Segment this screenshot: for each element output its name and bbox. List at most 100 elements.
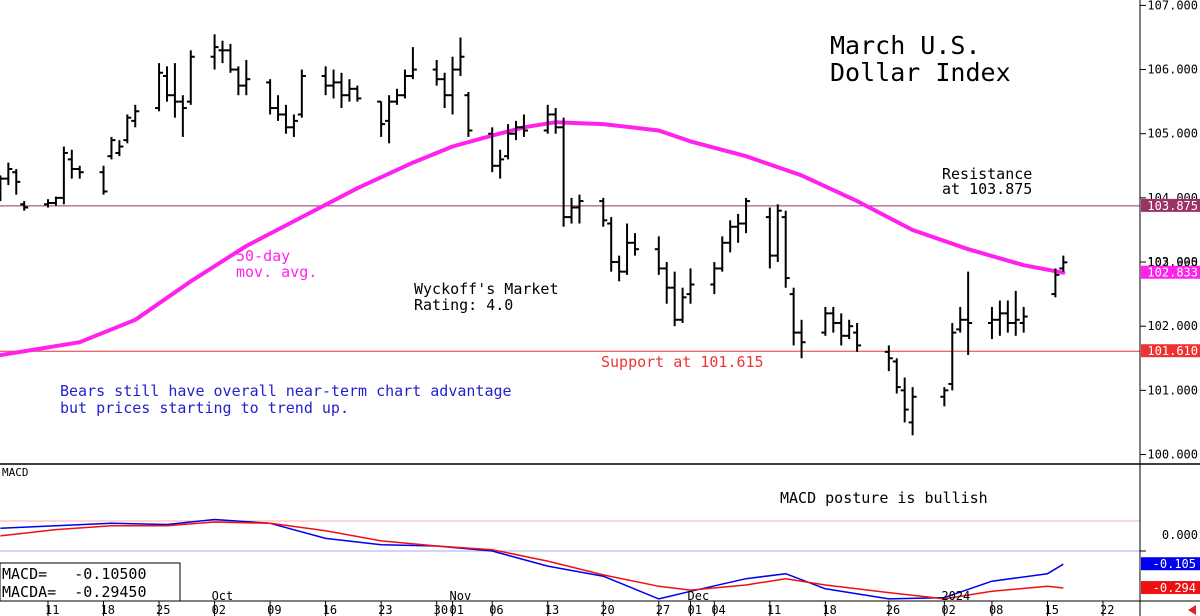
price-bar: [615, 255, 624, 282]
price-bar: [623, 223, 632, 275]
x-tick-label: 04: [711, 603, 725, 616]
x-tick-label: 22: [1100, 603, 1114, 616]
price-bar: [44, 199, 52, 208]
price-bar: [654, 236, 663, 275]
price-bar: [488, 127, 497, 173]
price-bar: [630, 233, 639, 256]
price-bar: [543, 104, 552, 134]
price-bar: [718, 236, 727, 272]
price-bar: [884, 345, 893, 372]
price-bar: [726, 220, 735, 253]
price-bar: [789, 287, 798, 346]
price-bar: [242, 59, 251, 96]
macd-value-tag: [1141, 581, 1200, 595]
price-bar: [940, 387, 949, 407]
price-bar: [400, 69, 409, 99]
reference-tag-label: 101.610: [1147, 344, 1198, 358]
price-bar: [345, 79, 354, 102]
x-tick-label: 08: [989, 603, 1003, 616]
price-bar: [170, 63, 179, 118]
price-bar: [686, 268, 695, 304]
price-bar: [440, 72, 449, 109]
reference-lines: [0, 205, 1140, 352]
scroll-right-arrow-icon[interactable]: [1188, 605, 1196, 615]
x-tick-label: 20: [600, 603, 614, 616]
price-bar: [504, 124, 513, 160]
price-bar: [115, 140, 124, 157]
price-bar: [0, 175, 5, 202]
price-bar: [551, 108, 560, 134]
price-bar: [773, 204, 782, 263]
price-bar: [393, 88, 402, 105]
price-bar: [123, 114, 132, 144]
price-bar: [178, 95, 187, 137]
price-bar: [4, 162, 13, 186]
price-bar: [1019, 306, 1028, 333]
price-bar: [670, 271, 679, 327]
price-bar: [781, 210, 790, 288]
price-bar: [162, 66, 171, 102]
moving-average-label-line-1: 50-day: [236, 247, 290, 265]
y-tick-label: 101.000: [1147, 383, 1198, 397]
price-bar: [519, 114, 528, 137]
y-tick-label: 105.000: [1147, 127, 1198, 141]
price-bar: [12, 169, 21, 195]
price-bar: [385, 95, 394, 144]
month-label: 2024: [941, 589, 970, 603]
macd-value-label: -0.294: [1153, 581, 1196, 595]
price-bar: [956, 306, 965, 333]
price-bar: [107, 136, 116, 160]
price-bar: [289, 114, 298, 137]
price-bar: [75, 165, 84, 179]
macd-panel-title: MACD: [2, 466, 29, 479]
x-tick-label: 15: [1044, 603, 1058, 616]
price-bar: [948, 322, 957, 391]
y-tick-label: 106.000: [1147, 63, 1198, 77]
macd-annotation: MACD posture is bullish: [780, 489, 988, 507]
x-tick-label: 11: [767, 603, 781, 616]
price-bar: [266, 79, 275, 115]
resistance-annotation-line-1: Resistance: [942, 165, 1032, 183]
price-bar: [281, 104, 290, 134]
month-label: Dec: [688, 589, 710, 603]
price-bar: [575, 194, 584, 224]
x-tick-label: 13: [545, 603, 559, 616]
price-bar: [210, 34, 219, 70]
price-bar: [321, 66, 330, 96]
x-tick-label: 02: [212, 603, 226, 616]
moving-average-label-line-2: mov. avg.: [236, 263, 317, 281]
macd-value-label: -0.105: [1153, 557, 1196, 571]
y-tick-label: 107.000: [1147, 0, 1198, 12]
price-bar: [607, 217, 616, 272]
x-tick-label: 02: [941, 603, 955, 616]
price-bar: [892, 358, 901, 394]
price-bar: [131, 104, 140, 128]
price-bar: [567, 197, 576, 224]
reference-tag-support: [1141, 344, 1200, 358]
x-tick-label: 23: [378, 603, 392, 616]
price-bar: [908, 387, 917, 436]
price-bar: [662, 262, 671, 304]
price-bar: [1051, 268, 1060, 298]
price-bar: [329, 69, 338, 99]
x-tick-label: 18: [822, 603, 836, 616]
price-bar: [234, 66, 243, 96]
macd-series-macd: [0, 518, 1064, 600]
x-tick-label: 18: [101, 603, 115, 616]
market-rating-line-2: Rating: 4.0: [414, 296, 513, 314]
commentary-line-2: but prices starting to trend up.: [60, 399, 349, 417]
price-bar: [448, 56, 457, 115]
chart-title-line-1: March U.S.: [830, 31, 981, 60]
x-tick-label: 25: [156, 603, 170, 616]
price-bar: [742, 197, 751, 234]
support-annotation: Support at 101.615: [601, 353, 764, 371]
x-tick-label: 01: [688, 603, 702, 616]
moving-average-layer: [0, 120, 1066, 358]
month-label: Nov: [450, 589, 472, 603]
price-bar: [987, 306, 996, 340]
price-bar: [297, 69, 306, 118]
price-bar: [599, 197, 608, 227]
price-bar: [512, 120, 521, 141]
price-bar: [1059, 255, 1068, 272]
price-bar: [353, 85, 362, 102]
